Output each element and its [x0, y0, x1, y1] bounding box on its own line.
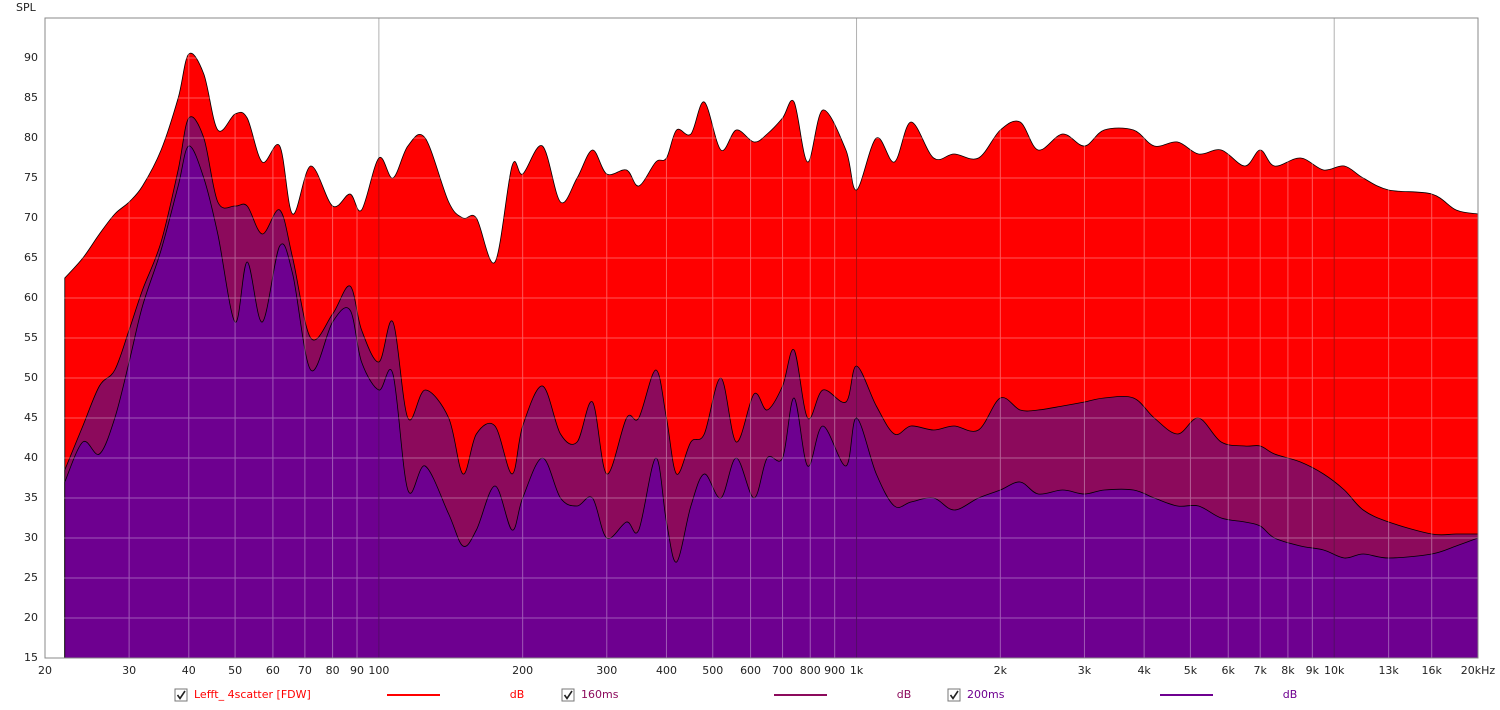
- x-tick-label: 700: [772, 664, 793, 677]
- y-tick-label: 65: [24, 251, 38, 264]
- x-tick-label: 10k: [1324, 664, 1345, 677]
- y-axis-label: SPL: [16, 1, 37, 14]
- y-tick-label: 25: [24, 571, 38, 584]
- x-tick-label: 3k: [1078, 664, 1092, 677]
- x-tick-label: 70: [298, 664, 312, 677]
- y-tick-label: 30: [24, 531, 38, 544]
- legend-check: [176, 690, 186, 700]
- x-tick-label: 7k: [1254, 664, 1268, 677]
- x-tick-label: 50: [228, 664, 242, 677]
- x-tick-label: 4k: [1137, 664, 1151, 677]
- y-tick-label: 55: [24, 331, 38, 344]
- legend-check: [563, 690, 573, 700]
- legend-unit: dB: [1283, 688, 1298, 701]
- x-tick-label: 8k: [1281, 664, 1295, 677]
- y-tick-label: 50: [24, 371, 38, 384]
- y-tick-label: 85: [24, 91, 38, 104]
- x-tick-label: 200: [512, 664, 533, 677]
- x-tick-label: 6k: [1222, 664, 1236, 677]
- x-tick-label: 13k: [1378, 664, 1399, 677]
- legend-check: [949, 690, 959, 700]
- series-area: [64, 145, 1479, 659]
- y-tick-label: 60: [24, 291, 38, 304]
- y-tick-label: 80: [24, 131, 38, 144]
- x-tick-label: 800: [800, 664, 821, 677]
- y-tick-label: 20: [24, 611, 38, 624]
- x-tick-label: 9k: [1306, 664, 1320, 677]
- y-tick-label: 90: [24, 51, 38, 64]
- y-tick-label: 15: [24, 651, 38, 664]
- x-tick-label: 500: [702, 664, 723, 677]
- y-tick-label: 70: [24, 211, 38, 224]
- legend-unit: dB: [510, 688, 525, 701]
- x-tick-label: 20kHz: [1461, 664, 1496, 677]
- plot-border: [44, 17, 1479, 659]
- y-tick-label: 40: [24, 451, 38, 464]
- y-tick-label: 35: [24, 491, 38, 504]
- legend-label: Lefft_ 4scatter [FDW]: [194, 688, 311, 701]
- legend-checkbox: [174, 688, 188, 702]
- x-tick-label: 90: [350, 664, 364, 677]
- x-tick-label: 400: [656, 664, 677, 677]
- x-tick-label: 900: [824, 664, 845, 677]
- y-tick-label: 75: [24, 171, 38, 184]
- x-tick-label: 5k: [1184, 664, 1198, 677]
- legend-checkbox: [947, 688, 961, 702]
- x-tick-label: 300: [596, 664, 617, 677]
- x-tick-label: 20: [38, 664, 52, 677]
- x-tick-label: 40: [182, 664, 196, 677]
- x-tick-label: 16k: [1422, 664, 1443, 677]
- x-tick-label: 600: [740, 664, 761, 677]
- legend-unit: dB: [897, 688, 912, 701]
- legend-checkbox: [561, 688, 575, 702]
- x-tick-label: 100: [368, 664, 389, 677]
- x-tick-label: 60: [266, 664, 280, 677]
- grid: [44, 18, 1479, 659]
- legend-label: 200ms: [967, 688, 1005, 701]
- y-tick-label: 45: [24, 411, 38, 424]
- x-tick-label: 80: [326, 664, 340, 677]
- x-tick-label: 1k: [850, 664, 864, 677]
- legend-label: 160ms: [581, 688, 619, 701]
- x-tick-label: 30: [122, 664, 136, 677]
- x-tick-label: 2k: [994, 664, 1008, 677]
